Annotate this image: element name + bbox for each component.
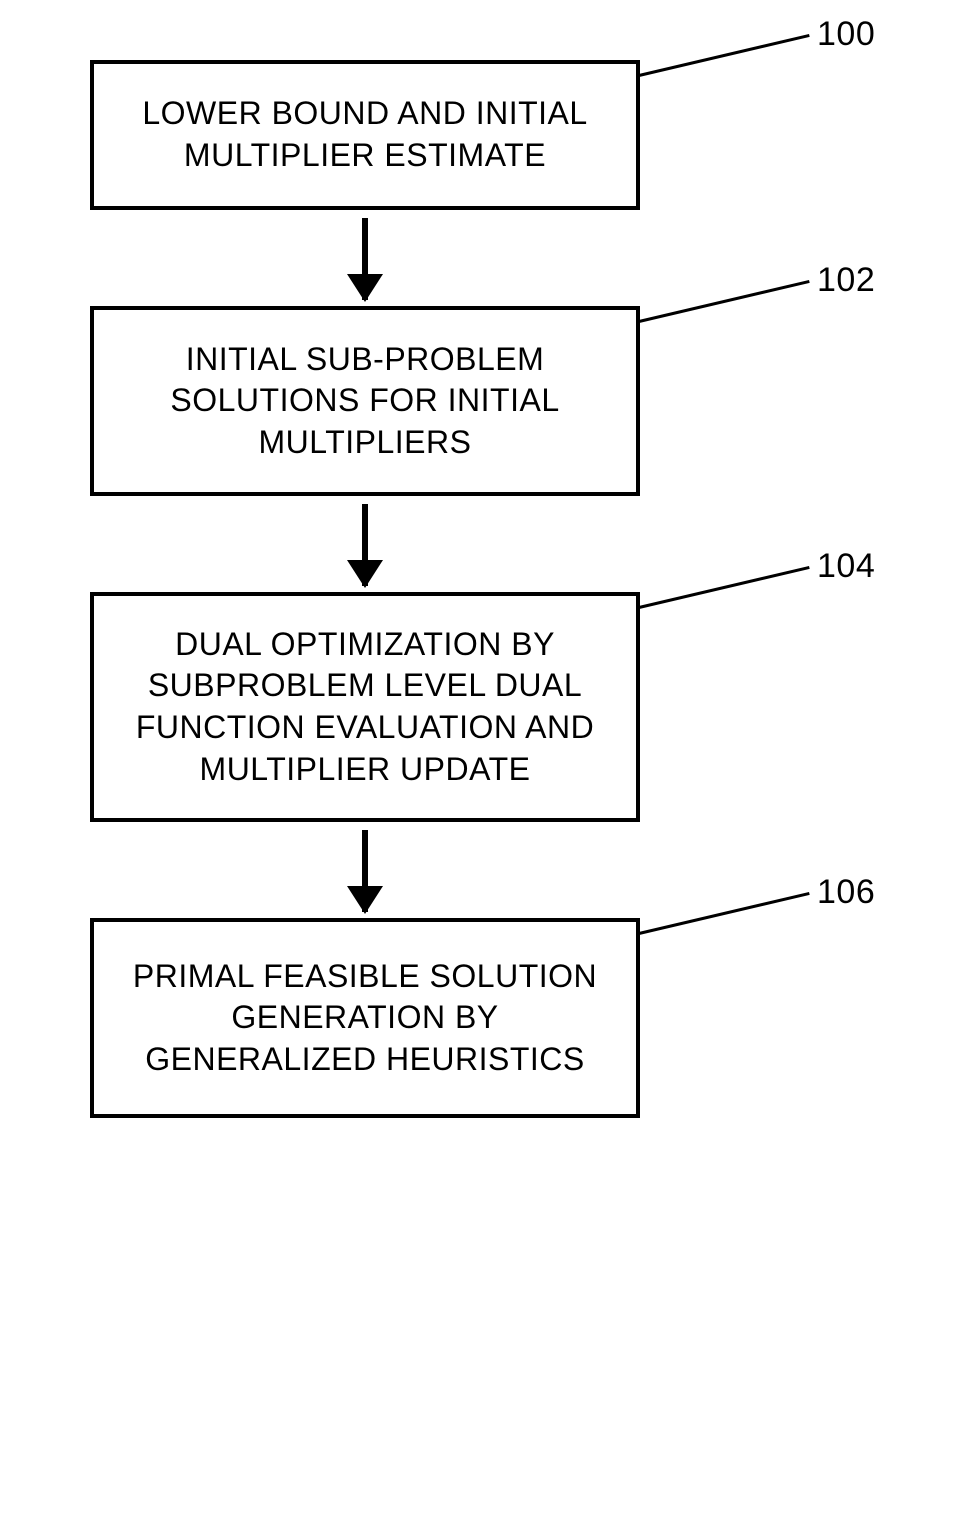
flow-box-100: LOWER BOUND AND INITIAL MULTIPLIER ESTIM… (90, 60, 640, 210)
flow-box-104: DUAL OPTIMIZATION BY SUBPROBLEM LEVEL DU… (90, 592, 640, 822)
flow-box-text: LOWER BOUND AND INITIAL MULTIPLIER ESTIM… (114, 93, 616, 176)
reference-number: 102 (817, 258, 875, 302)
leader-line (639, 566, 810, 609)
flow-box-102: INITIAL SUB-PROBLEM SOLUTIONS FOR INITIA… (90, 306, 640, 496)
flow-box-106: PRIMAL FEASIBLE SOLUTION GENERATION BY G… (90, 918, 640, 1118)
flow-box-text: PRIMAL FEASIBLE SOLUTION GENERATION BY G… (114, 956, 616, 1081)
reference-number: 106 (817, 870, 875, 914)
leader-line (639, 280, 810, 323)
leader-line (639, 892, 810, 935)
flowchart-container: LOWER BOUND AND INITIAL MULTIPLIER ESTIM… (90, 60, 870, 1118)
reference-number: 104 (817, 544, 875, 588)
arrow-down (90, 822, 640, 918)
flow-box-text: DUAL OPTIMIZATION BY SUBPROBLEM LEVEL DU… (114, 624, 616, 790)
arrow-down (90, 496, 640, 592)
leader-line (639, 34, 810, 77)
reference-number: 100 (817, 12, 875, 56)
arrow-down (90, 210, 640, 306)
flow-box-text: INITIAL SUB-PROBLEM SOLUTIONS FOR INITIA… (114, 339, 616, 464)
